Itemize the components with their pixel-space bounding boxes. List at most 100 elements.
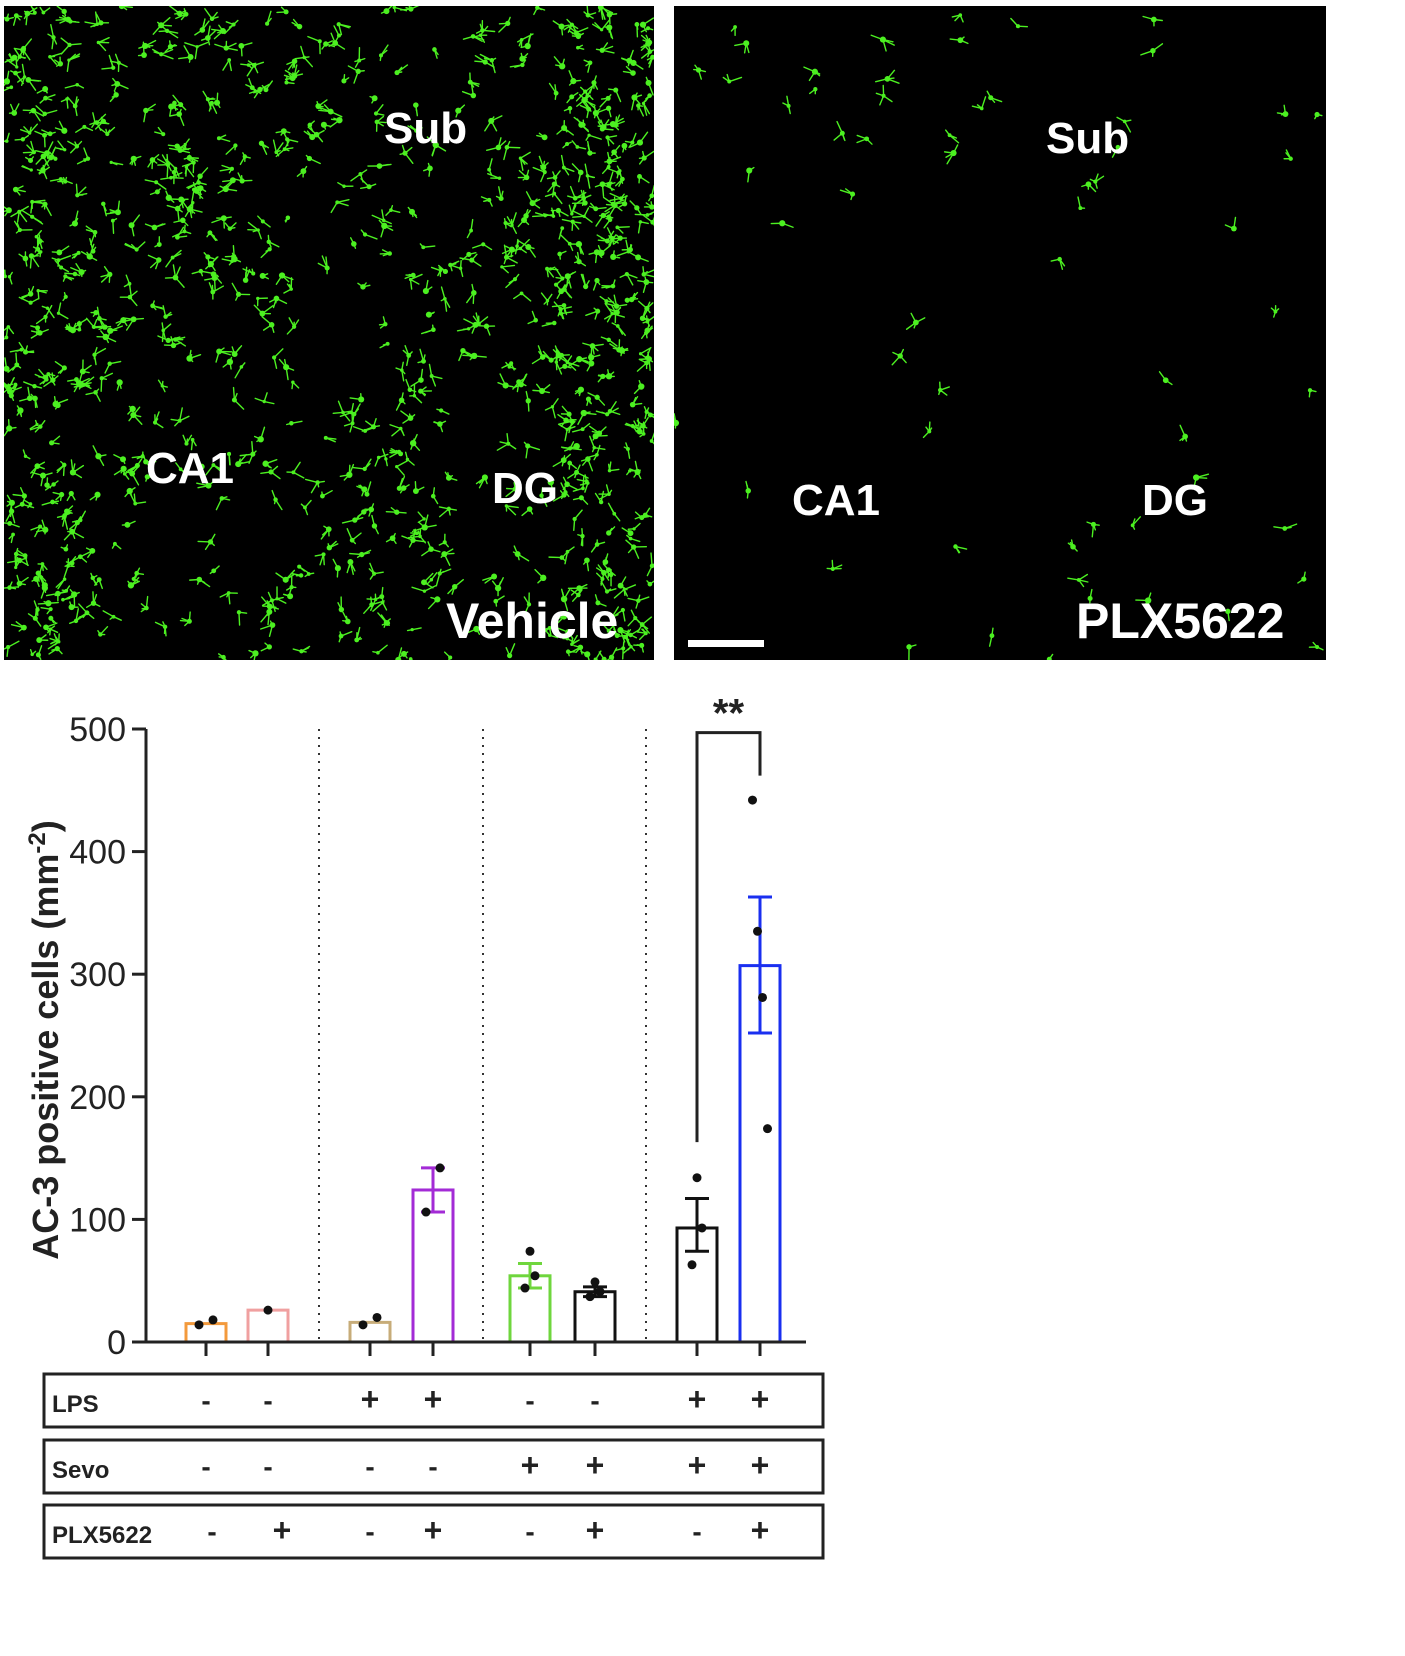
microglia-cell <box>644 325 654 339</box>
microglia-cell <box>378 219 394 238</box>
microglia-cell <box>284 64 304 79</box>
bar <box>573 1290 617 1344</box>
microglia-cell <box>597 369 615 380</box>
microglia-cell <box>476 323 496 336</box>
microglia-cell <box>1273 523 1298 531</box>
microglia-cell <box>455 104 466 118</box>
microglia-cell <box>636 103 645 117</box>
microglia-cell <box>352 458 372 472</box>
microglia-cell <box>949 36 969 45</box>
microglia-cell <box>426 136 447 157</box>
microglia-cell <box>8 103 20 116</box>
microglia-cell <box>92 346 107 366</box>
microglia-cell <box>646 580 654 587</box>
microglia-cell <box>60 37 82 55</box>
treatment-value: + <box>751 1512 770 1548</box>
microglia-cell <box>406 627 422 632</box>
region-label-sub: Sub <box>384 104 468 153</box>
microglia-cell <box>89 491 101 501</box>
microglia-cell <box>636 628 648 641</box>
microglia-cell <box>10 70 24 85</box>
microglia-cell <box>1081 181 1097 193</box>
microglia-cell <box>607 401 621 416</box>
microglia-cell <box>588 202 607 212</box>
microglia-cell <box>642 214 654 227</box>
microglia-cell <box>392 6 408 13</box>
microglia-cell <box>4 85 14 92</box>
microglia-cell <box>467 625 487 635</box>
microglia-cell <box>170 407 190 427</box>
microglia-cell <box>183 154 200 162</box>
microglia-cell <box>626 534 641 543</box>
microglia-cell <box>544 398 559 419</box>
microglia-cell <box>30 325 41 335</box>
microglia-cell <box>110 218 118 235</box>
microglia-cell <box>557 413 577 428</box>
microglia-cell <box>320 489 333 499</box>
y-axis: 0 100 200 300 400 500 <box>69 711 148 1362</box>
microglia-cell <box>517 239 536 258</box>
microglia-cell <box>1077 196 1086 211</box>
microglia-cell <box>594 490 605 505</box>
microglia-cell <box>291 18 303 30</box>
data-point <box>194 1320 204 1330</box>
microglia-cell <box>23 10 36 16</box>
microglia-cell <box>140 595 149 613</box>
microglia-cell <box>206 230 218 242</box>
y-tick-label: 0 <box>107 1324 126 1362</box>
microglia-cell <box>404 451 415 466</box>
microglia-cell <box>523 441 541 459</box>
microglia-cell <box>458 348 473 362</box>
microglia-cell <box>164 264 185 288</box>
microglia-cell <box>35 105 58 117</box>
microglia-cell <box>121 316 145 331</box>
microglia-cell <box>498 16 511 33</box>
microglia-cell <box>239 152 251 166</box>
microglia-cell <box>85 547 96 558</box>
treatment-value: + <box>586 1447 605 1483</box>
treatment-value: - <box>201 1451 210 1482</box>
microglia-cell <box>265 10 272 26</box>
microglia-cell <box>254 392 275 405</box>
microglia-cell <box>568 70 582 86</box>
microglia-cell <box>173 217 189 227</box>
microglia-cell <box>583 59 593 73</box>
microglia-cell <box>1130 516 1142 530</box>
microglia-cell <box>562 141 572 149</box>
microglia-cell <box>96 330 117 344</box>
microglia-cell <box>475 19 496 34</box>
microglia-cell <box>175 462 188 475</box>
microglia-cell <box>66 96 80 117</box>
microglia-cell <box>56 460 67 477</box>
microglia-cell <box>246 60 265 77</box>
microglia-cell <box>352 426 373 433</box>
microglia-cell <box>85 388 101 402</box>
microglia-cell <box>262 458 278 469</box>
microglia-stain-plx5622 <box>674 13 1324 660</box>
treatment-value: + <box>424 1512 443 1548</box>
microglia-cell <box>104 360 122 374</box>
microglia-cell <box>770 220 794 228</box>
microglia-cell <box>577 528 585 547</box>
microglia-cell <box>48 52 63 65</box>
microglia-cell <box>385 507 407 515</box>
treatment-value: - <box>428 1451 437 1482</box>
microglia-cell <box>128 214 141 237</box>
microglia-cell <box>211 215 232 229</box>
microglia-cell <box>412 481 425 495</box>
data-point <box>263 1305 273 1315</box>
microglia-cell <box>286 575 297 595</box>
microglia-cell <box>456 327 471 332</box>
microglia-cell <box>531 212 553 218</box>
microglia-cell <box>649 432 654 445</box>
microglia-cell <box>130 493 147 506</box>
microglia-cell <box>14 496 35 509</box>
microglia-cell <box>603 217 613 229</box>
microglia-cell <box>418 386 433 397</box>
microglia-cell <box>590 539 606 553</box>
microglia-cell <box>20 285 35 300</box>
microglia-cell <box>233 172 253 184</box>
microglia-cell <box>71 551 91 563</box>
microglia-cell <box>385 532 397 545</box>
data-point <box>585 1292 595 1302</box>
